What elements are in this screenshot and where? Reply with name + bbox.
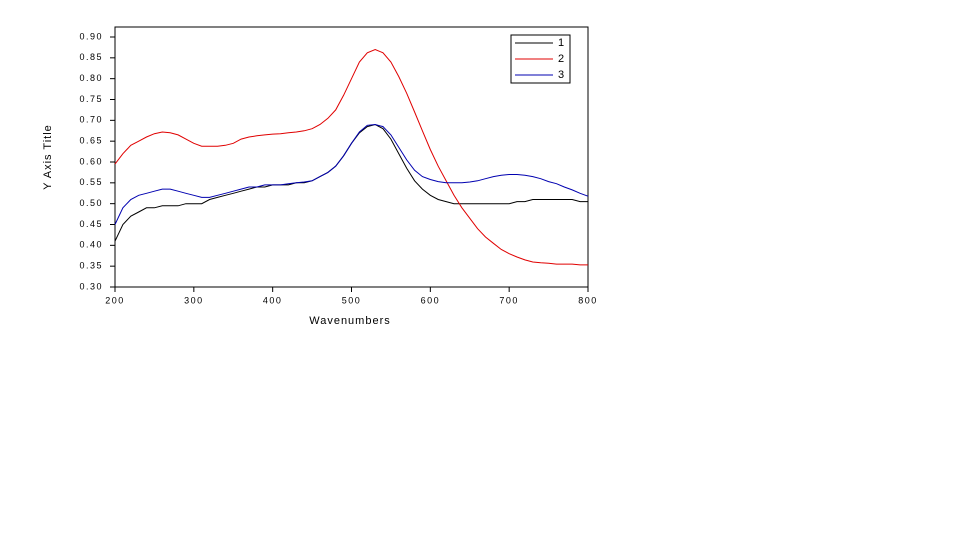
- x-tick-label: 300: [184, 295, 204, 305]
- x-tick-label: 800: [578, 295, 598, 305]
- y-tick-label: 0.40: [79, 240, 103, 250]
- x-tick-label: 700: [499, 295, 519, 305]
- y-tick-label: 0.50: [79, 198, 103, 208]
- y-tick-label: 0.60: [79, 156, 103, 166]
- x-tick-label: 400: [263, 295, 283, 305]
- legend-label: 3: [558, 69, 565, 81]
- y-tick-label: 0.65: [79, 136, 103, 146]
- y-tick-label: 0.80: [79, 73, 103, 83]
- x-tick-label: 500: [342, 295, 362, 305]
- y-tick-label: 0.35: [79, 261, 103, 271]
- x-tick-label: 200: [105, 295, 125, 305]
- y-tick-label: 0.75: [79, 94, 103, 104]
- series-line: [114, 123, 589, 225]
- series-line: [114, 48, 588, 266]
- x-tick-label: 600: [421, 295, 441, 305]
- y-tick-label: 0.70: [79, 115, 103, 125]
- y-tick-label: 0.45: [79, 219, 103, 229]
- legend-label: 2: [558, 53, 565, 65]
- y-tick-label: 0.90: [79, 31, 103, 41]
- y-tick-label: 0.30: [79, 281, 103, 291]
- y-tick-label: 0.55: [79, 177, 103, 187]
- y-tick-label: 0.85: [79, 52, 103, 62]
- y-axis-title: Y Axis Title: [42, 124, 54, 190]
- legend-label: 1: [558, 37, 565, 49]
- x-axis-title: Wavenumbers: [309, 315, 391, 327]
